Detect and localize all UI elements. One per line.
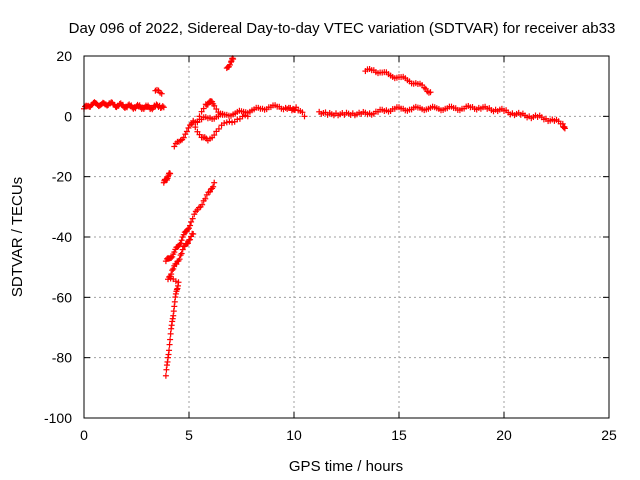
y-tick-label: -40 [52, 229, 72, 245]
data-point [188, 218, 195, 225]
data-point [183, 128, 190, 135]
data-point [168, 254, 175, 261]
data-point [192, 124, 199, 131]
y-tick-label: -60 [52, 289, 72, 305]
x-tick-label: 0 [80, 427, 88, 443]
data-point [170, 276, 177, 283]
y-tick-label: -80 [52, 350, 72, 366]
x-axis-label: GPS time / hours [289, 458, 403, 475]
data-point [221, 120, 228, 127]
data-point [219, 111, 226, 118]
x-tick-label: 20 [496, 427, 512, 443]
data-point [190, 119, 197, 126]
data-point [173, 261, 180, 268]
data-point [160, 104, 167, 111]
data-point [189, 215, 196, 222]
data-point [166, 341, 173, 348]
data-point [239, 113, 246, 120]
data-point [301, 113, 308, 120]
data-point [196, 113, 203, 120]
data-point [167, 330, 174, 337]
data-point [179, 246, 186, 253]
chart-title: Day 096 of 2022, Sidereal Day-to-day VTE… [69, 20, 616, 37]
data-point [199, 201, 206, 208]
data-point [184, 240, 191, 247]
data-point [230, 56, 237, 63]
data-point [159, 103, 166, 110]
data-point [167, 336, 174, 343]
data-point [211, 179, 218, 186]
data-point [186, 225, 192, 232]
data-point [210, 183, 217, 190]
x-tick-label: 5 [185, 427, 193, 443]
data-point [211, 102, 218, 109]
data-point [293, 104, 300, 111]
data-point [169, 253, 176, 260]
data-point [223, 119, 230, 126]
data-point [226, 118, 233, 125]
data-point [169, 267, 176, 274]
data-point [170, 265, 177, 272]
data-point [176, 256, 183, 263]
data-point [215, 125, 222, 132]
data-point [187, 236, 194, 243]
y-tick-label: -100 [44, 410, 72, 426]
data-point [180, 134, 187, 141]
data-point [171, 249, 178, 256]
data-point [202, 195, 209, 202]
data-point [299, 109, 306, 116]
data-point [190, 230, 197, 237]
data-point [242, 112, 249, 119]
data-point [211, 132, 218, 139]
x-tick-label: 15 [391, 427, 407, 443]
data-points [81, 55, 568, 379]
data-point [171, 143, 178, 150]
data-point [200, 105, 207, 112]
data-point [213, 106, 220, 113]
data-point [207, 188, 213, 195]
y-tick-label: 20 [56, 48, 72, 64]
data-point [198, 108, 205, 115]
data-point [167, 170, 174, 177]
data-point [178, 237, 185, 244]
data-point [244, 113, 251, 120]
y-tick-label: -20 [52, 169, 72, 185]
data-point [427, 89, 434, 96]
data-point [158, 90, 165, 97]
data-point [184, 226, 191, 233]
x-tick-label: 25 [601, 427, 617, 443]
data-point [178, 250, 185, 257]
data-point [561, 125, 568, 132]
y-tick-label: 0 [64, 108, 72, 124]
data-point [229, 119, 236, 126]
data-point [168, 271, 175, 278]
data-point [177, 240, 184, 247]
data-point [226, 61, 233, 68]
data-point [187, 222, 194, 229]
data-point [162, 372, 169, 379]
y-axis-label: SDTVAR / TECUs [9, 177, 26, 297]
data-point [175, 279, 182, 286]
data-point [166, 347, 173, 354]
axis-ticks: 0 5 10 15 20 25 -100 -80 -60 -40 -20 0 20 [44, 48, 617, 443]
x-tick-label: 10 [286, 427, 302, 443]
